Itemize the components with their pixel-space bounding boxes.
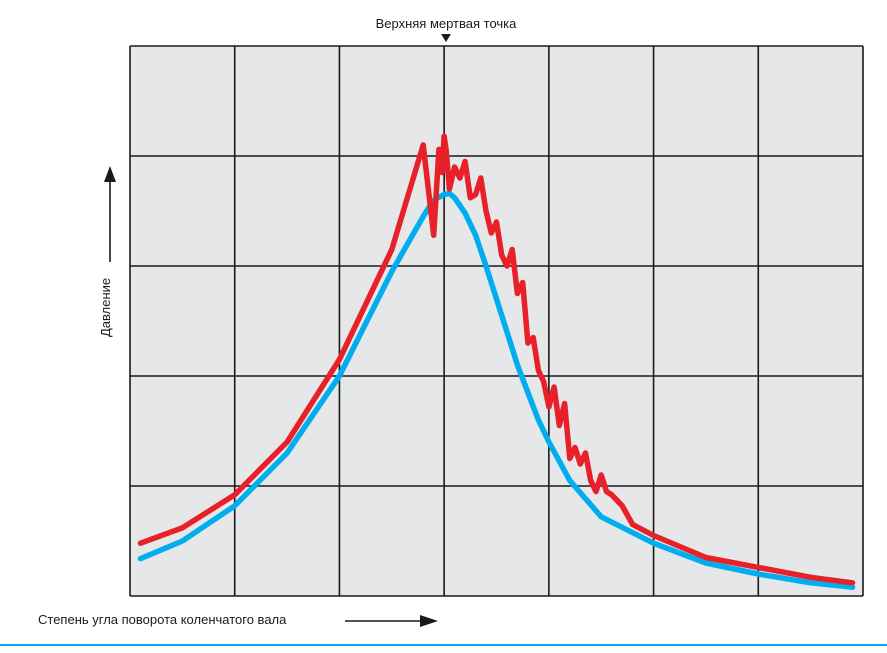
plot-background [130,46,863,596]
series-line-blue [137,190,856,590]
y-axis-label: Давление [98,278,113,337]
curves [137,133,856,590]
y-axis-arrow [104,166,116,262]
x-axis-arrow [345,615,438,627]
top-dead-center-marker [441,34,451,42]
top-dead-center-label: Верхняя мертвая точка [376,16,518,31]
series-line-red [137,133,856,586]
grid [129,45,864,597]
x-axis-label: Степень угла поворота коленчатого вала [38,612,287,627]
